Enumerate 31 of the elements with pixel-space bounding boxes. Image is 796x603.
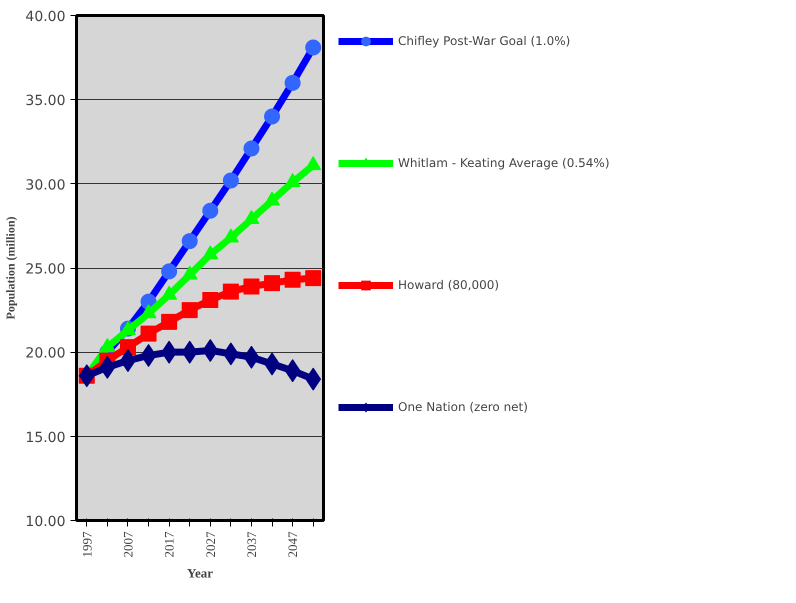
point [284, 272, 301, 288]
legend-label: Howard (80,000) [398, 278, 500, 292]
x-tick-label: 2017 [162, 531, 177, 558]
point [78, 364, 95, 388]
point [264, 275, 280, 292]
point [161, 314, 178, 330]
y-tick-label: 20.00 [25, 346, 66, 362]
point [182, 302, 198, 318]
y-tick-label: 15.00 [25, 430, 66, 446]
x-tick-label: 2037 [244, 531, 259, 558]
point [202, 292, 218, 308]
point [222, 284, 239, 300]
x-tick-label: 2007 [120, 531, 136, 558]
x-axis-title: Year [187, 566, 214, 580]
legend-label: Chifley Post-War Goal (1.0%) [398, 34, 570, 48]
point [305, 270, 322, 286]
y-tick-label: 10.00 [25, 514, 66, 530]
y-tick-label: 25.00 [25, 262, 66, 278]
x-tick-label: 1997 [79, 531, 94, 558]
y-tick-label: 30.00 [25, 177, 66, 194]
point [202, 338, 218, 362]
y-tick-label: 40.00 [25, 9, 66, 25]
point [305, 368, 322, 391]
legend-label: Whitlam - Keating Average (0.54%) [398, 156, 610, 170]
y-axis-title: Population (million) [3, 216, 18, 320]
point [140, 326, 157, 342]
point [243, 278, 260, 295]
x-tick-label: 2047 [285, 531, 300, 558]
legend-label: One Nation (zero net) [398, 400, 528, 414]
x-tick-label: 2027 [202, 531, 218, 558]
y-tick-label: 35.00 [25, 93, 66, 110]
